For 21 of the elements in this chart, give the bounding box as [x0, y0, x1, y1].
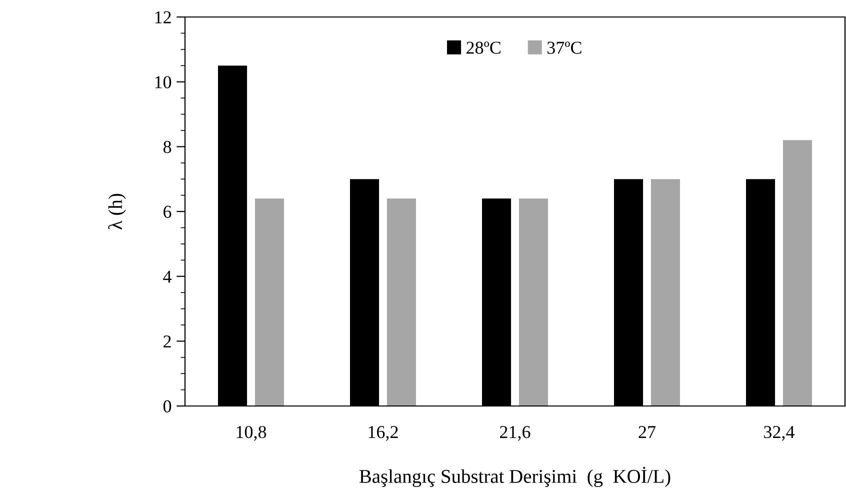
bar: [650, 179, 680, 406]
y-axis-title: λ (h): [108, 194, 126, 230]
legend-label: 37ºC: [547, 42, 582, 54]
y-tick-label: 10: [155, 76, 172, 88]
x-axis-title: Başlangıç Substrat Derişimi (g KOİ/L): [359, 466, 670, 487]
x-tick-label: 27: [638, 426, 656, 438]
y-tick-label: 0: [163, 400, 172, 412]
x-tick-label: 16,2: [368, 426, 398, 441]
bar: [254, 198, 284, 406]
x-tick-label: 21,6: [500, 426, 530, 441]
x-tick-label: 32,4: [764, 426, 795, 441]
y-tick-label: 4: [163, 270, 172, 283]
y-tick-label: 6: [164, 206, 172, 218]
bar: [782, 140, 812, 406]
x-tick-label: 10,8: [236, 426, 266, 441]
bar: [518, 198, 548, 406]
y-tick-label: 2: [164, 335, 171, 348]
y-tick-label: 12: [155, 11, 171, 24]
bar: [386, 198, 416, 406]
y-tick-label: 8: [163, 140, 172, 154]
legend-label: 28ºC: [466, 42, 500, 54]
